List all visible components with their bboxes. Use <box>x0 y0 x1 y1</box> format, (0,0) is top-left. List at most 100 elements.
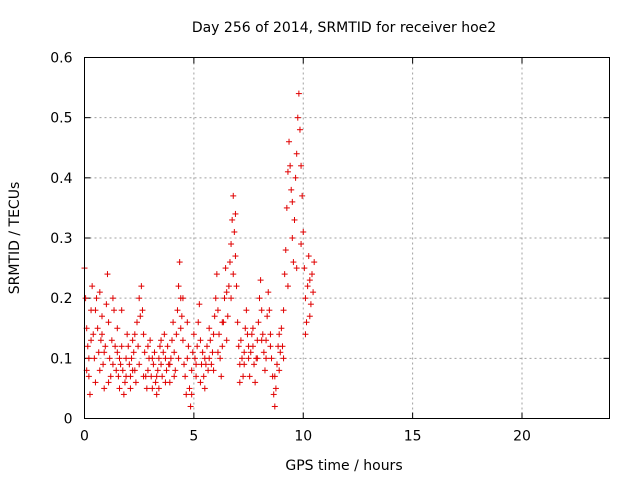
data-point <box>155 385 162 392</box>
data-point <box>204 343 210 350</box>
data-point <box>256 295 263 302</box>
data-point <box>309 271 315 278</box>
data-point <box>287 162 294 169</box>
data-point <box>109 361 116 368</box>
data-point <box>293 265 300 272</box>
data-point <box>101 349 108 356</box>
data-point <box>135 343 142 350</box>
data-point <box>230 192 237 199</box>
data-point <box>188 367 195 374</box>
x-axis-title: GPS time / hours <box>285 458 402 474</box>
data-point <box>223 337 230 344</box>
data-point <box>106 355 113 362</box>
data-point <box>210 331 217 338</box>
data-point <box>143 385 150 392</box>
data-point <box>195 319 202 326</box>
data-point <box>283 204 290 211</box>
data-point <box>186 385 193 392</box>
data-point <box>219 319 226 326</box>
data-point <box>99 331 105 338</box>
data-point <box>140 373 147 380</box>
data-point <box>163 367 170 374</box>
data-point <box>179 295 186 302</box>
data-point <box>129 337 136 344</box>
data-point <box>134 319 140 326</box>
data-point <box>200 373 207 380</box>
axes: 0 0.1 0.2 0.3 0.4 0.5 0.6 0 5 10 15 20 <box>50 51 610 445</box>
data-point <box>169 337 175 344</box>
data-point <box>235 343 242 350</box>
data-point <box>102 343 109 350</box>
data-point <box>159 373 166 380</box>
data-point <box>178 313 185 320</box>
data-point <box>228 241 235 248</box>
data-point <box>306 313 313 320</box>
data-point <box>296 126 303 133</box>
data-point <box>226 259 233 266</box>
data-point <box>196 301 203 308</box>
data-point <box>100 361 107 368</box>
data-point <box>95 349 102 356</box>
data-point <box>148 373 155 380</box>
data-point <box>111 307 118 314</box>
data-point <box>208 361 215 368</box>
data-point <box>265 289 272 296</box>
data-point <box>175 355 182 362</box>
data-point <box>152 379 159 386</box>
data-point <box>123 355 130 362</box>
data-point <box>276 367 283 374</box>
data-point <box>291 216 298 223</box>
data-point <box>174 307 181 314</box>
x-tick-label: 0 <box>80 429 89 445</box>
data-point <box>158 361 165 368</box>
data-point <box>108 337 115 344</box>
data-point <box>85 355 92 362</box>
data-point <box>179 337 186 344</box>
data-point <box>234 319 241 326</box>
data-point <box>268 355 275 362</box>
data-point <box>263 355 270 362</box>
data-point <box>132 379 139 386</box>
data-point <box>161 331 168 338</box>
data-point <box>258 307 265 314</box>
y-tick-label: 0.3 <box>50 231 72 247</box>
data-point <box>236 379 243 386</box>
data-point <box>149 385 156 392</box>
data-point <box>252 379 259 386</box>
data-point <box>304 283 311 290</box>
data-point <box>225 283 232 290</box>
data-point <box>284 283 291 290</box>
data-point <box>258 337 265 344</box>
data-point <box>280 355 287 362</box>
data-point <box>103 301 110 308</box>
data-point <box>197 379 204 386</box>
data-point <box>158 337 165 344</box>
data-point <box>284 168 291 175</box>
data-point <box>166 361 173 368</box>
data-point <box>131 331 138 338</box>
data-point <box>187 403 194 410</box>
data-point <box>272 385 279 392</box>
data-point <box>259 331 266 338</box>
data-point <box>184 319 191 326</box>
data-point <box>292 174 299 181</box>
data-point <box>99 313 105 320</box>
data-point <box>90 331 97 338</box>
data-points <box>81 90 318 410</box>
data-point <box>247 349 254 356</box>
data-point <box>184 355 191 362</box>
data-point <box>303 319 310 326</box>
chart-title: Day 256 of 2014, SRMTID for receiver hoe… <box>192 20 496 36</box>
data-point <box>243 307 250 314</box>
data-point <box>214 307 221 314</box>
data-point <box>255 319 262 326</box>
data-point <box>257 277 264 284</box>
data-point <box>245 355 252 362</box>
data-point <box>150 361 157 368</box>
data-point <box>260 349 267 356</box>
data-point <box>162 379 169 386</box>
data-point <box>105 319 112 326</box>
data-point <box>223 289 230 296</box>
data-point <box>96 367 103 374</box>
data-point <box>177 325 184 332</box>
